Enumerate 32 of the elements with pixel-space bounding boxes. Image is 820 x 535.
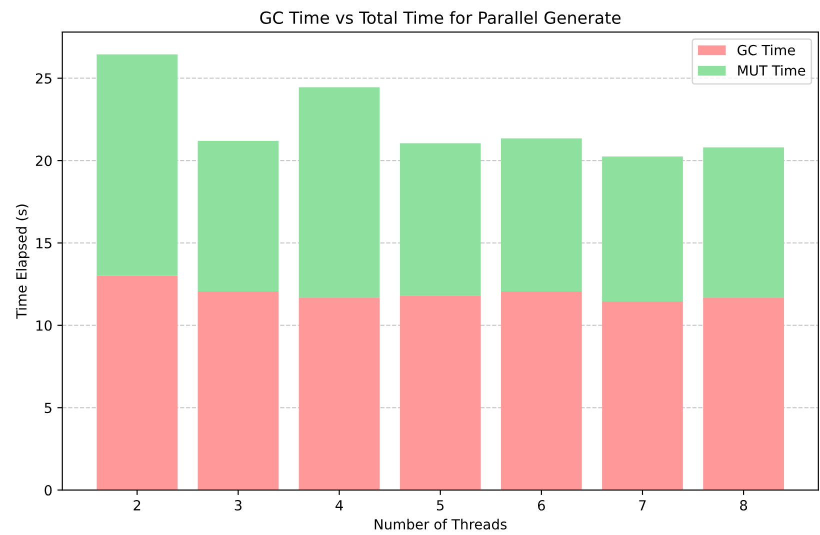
x-axis-title: Number of Threads xyxy=(374,518,507,530)
x-tick-label: 8 xyxy=(740,500,748,511)
y-tick-label: 5 xyxy=(44,402,52,414)
x-tick-label: 5 xyxy=(436,500,444,511)
legend-label: MUT Time xyxy=(738,64,806,76)
y-tick-label: 10 xyxy=(36,320,52,331)
bar xyxy=(198,292,279,490)
x-tick-label: 7 xyxy=(639,500,646,510)
x-tick-label: 4 xyxy=(336,500,343,510)
bar xyxy=(500,138,582,292)
bar xyxy=(96,276,178,490)
chart-title: GC Time vs Total Time for Parallel Generate xyxy=(260,11,621,24)
bar xyxy=(400,143,481,296)
y-tick-label: 25 xyxy=(36,73,52,84)
x-tick-label: 2 xyxy=(134,500,140,510)
bar xyxy=(602,301,683,490)
bar xyxy=(703,147,784,298)
legend-label: GC Time xyxy=(738,44,795,56)
bar xyxy=(703,297,784,490)
y-axis-title: Time Elapsed (s) xyxy=(16,204,30,319)
y-tick-label: 15 xyxy=(36,238,52,248)
y-tick-label: 20 xyxy=(36,156,52,166)
bar xyxy=(298,87,380,298)
bar xyxy=(298,297,380,490)
bar xyxy=(602,156,683,302)
bar xyxy=(96,54,178,276)
bar xyxy=(500,292,582,490)
bar xyxy=(400,296,481,490)
y-tick-label: 0 xyxy=(44,485,52,496)
x-tick-label: 6 xyxy=(538,500,545,511)
x-tick-label: 3 xyxy=(234,500,242,511)
bar xyxy=(198,140,279,292)
